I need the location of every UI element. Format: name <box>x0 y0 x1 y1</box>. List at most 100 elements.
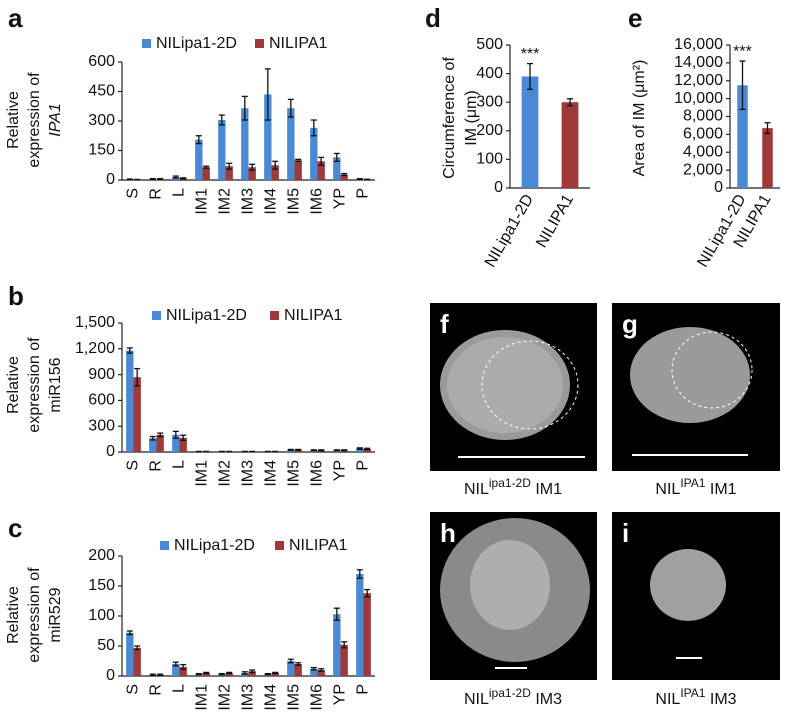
image-i: i <box>612 512 780 680</box>
annotation: *** <box>521 46 540 63</box>
bar <box>203 167 210 180</box>
bar <box>126 351 133 452</box>
panel-letter: b <box>8 281 24 311</box>
x-tick-label: IM4 <box>263 460 280 487</box>
bar <box>522 76 539 188</box>
y-tick-label: 0 <box>494 179 503 196</box>
x-tick-label: L <box>171 188 188 197</box>
y-axis-label: expression of <box>26 337 43 433</box>
bar <box>287 108 294 180</box>
x-tick-label: R <box>148 684 165 696</box>
legend-label: NILIPA1 <box>284 307 343 324</box>
bar <box>218 120 225 180</box>
legend-swatch <box>152 311 161 320</box>
y-tick-label: 150 <box>88 142 115 159</box>
x-tick-label: IM2 <box>217 684 234 711</box>
legend-label: NILipa1-2D <box>156 35 237 52</box>
y-axis-label: miR529 <box>47 587 64 642</box>
image-caption: NILIPA1 IM1 <box>655 476 736 498</box>
y-tick-label: 4,000 <box>683 143 723 160</box>
bar <box>333 614 340 676</box>
legend-swatch <box>275 541 284 550</box>
panel-letter: i <box>622 518 629 548</box>
bar <box>295 160 302 180</box>
y-tick-label: 6,000 <box>683 126 723 143</box>
x-tick-label: P <box>355 684 372 695</box>
x-tick-label: IM1 <box>194 188 211 215</box>
x-tick-label: IM5 <box>286 460 303 487</box>
x-tick-label: S <box>125 684 142 695</box>
y-tick-label: 10,000 <box>674 90 723 107</box>
legend-label: NILipa1-2D <box>174 537 255 554</box>
y-axis-label: Relative <box>5 91 22 149</box>
image-g: g <box>612 303 780 471</box>
panel-letter: f <box>440 309 449 339</box>
bar <box>341 645 348 676</box>
legend-label: NILIPA1 <box>289 537 348 554</box>
x-tick-label: YP <box>332 684 349 705</box>
bar <box>562 102 579 188</box>
y-tick-label: 16,000 <box>674 36 723 53</box>
y-tick-label: 600 <box>88 392 115 409</box>
y-tick-label: 500 <box>476 36 503 53</box>
image-f: f <box>430 303 597 471</box>
y-tick-label: 0 <box>106 667 115 684</box>
y-tick-label: 1,200 <box>75 340 115 357</box>
x-tick-label: IM1 <box>194 460 211 487</box>
image-caption: NILipa1-2D IM1 <box>464 476 562 498</box>
x-tick-label: R <box>148 188 165 200</box>
y-tick-label: 0 <box>714 179 723 196</box>
y-tick-label: 600 <box>88 53 115 70</box>
x-tick-label: NILIPA1 <box>533 192 577 251</box>
x-tick-label: L <box>171 684 188 693</box>
y-tick-label: 14,000 <box>674 54 723 71</box>
x-tick-label: IM3 <box>240 460 257 487</box>
panel-letter: e <box>628 3 642 33</box>
y-axis-label: Relative <box>5 586 22 644</box>
x-tick-label: S <box>125 188 142 199</box>
panel-letter: c <box>8 513 22 543</box>
x-tick-label: R <box>148 460 165 472</box>
y-tick-label: 0 <box>106 171 115 188</box>
bar <box>134 377 141 452</box>
y-axis-label: IPA1 <box>47 103 64 137</box>
y-tick-label: 8,000 <box>683 108 723 125</box>
y-tick-label: 2,000 <box>683 161 723 178</box>
legend-label: NILIPA1 <box>269 35 328 52</box>
y-tick-label: 12,000 <box>674 72 723 89</box>
x-tick-label: P <box>355 460 372 471</box>
legend-swatch <box>270 311 279 320</box>
x-tick-label: IM4 <box>263 188 280 215</box>
y-tick-label: 50 <box>97 637 115 654</box>
annotation: *** <box>733 43 752 60</box>
legend-swatch <box>142 39 151 48</box>
bar <box>356 574 363 676</box>
x-tick-label: IM5 <box>286 188 303 215</box>
y-tick-label: 450 <box>88 83 115 100</box>
legend-swatch <box>160 541 169 550</box>
image-h: h <box>430 512 597 680</box>
y-tick-label: 300 <box>476 93 503 110</box>
y-tick-label: 100 <box>476 151 503 168</box>
x-tick-label: YP <box>332 188 349 209</box>
legend-label: NILipa1-2D <box>166 307 247 324</box>
y-tick-label: 0 <box>106 443 115 460</box>
panel-letter: a <box>8 3 23 33</box>
y-axis-label: expression of <box>26 72 43 168</box>
bar <box>364 593 371 676</box>
bar <box>762 128 773 188</box>
x-tick-label: IM4 <box>263 684 280 711</box>
panel-letter: d <box>425 3 441 33</box>
y-axis-label: expression of <box>26 567 43 663</box>
x-tick-label: IM6 <box>309 188 326 215</box>
y-axis-label: miR156 <box>47 357 64 412</box>
panel-letter: h <box>440 518 456 548</box>
x-tick-label: IM2 <box>217 188 234 215</box>
x-tick-label: S <box>125 460 142 471</box>
y-axis-label: Area of IM (μm²) <box>631 60 648 177</box>
y-tick-label: 900 <box>88 366 115 383</box>
y-axis-label: Circumference of <box>441 57 458 179</box>
x-tick-label: IM5 <box>286 684 303 711</box>
x-tick-label: NILipa1-2D <box>482 192 537 271</box>
